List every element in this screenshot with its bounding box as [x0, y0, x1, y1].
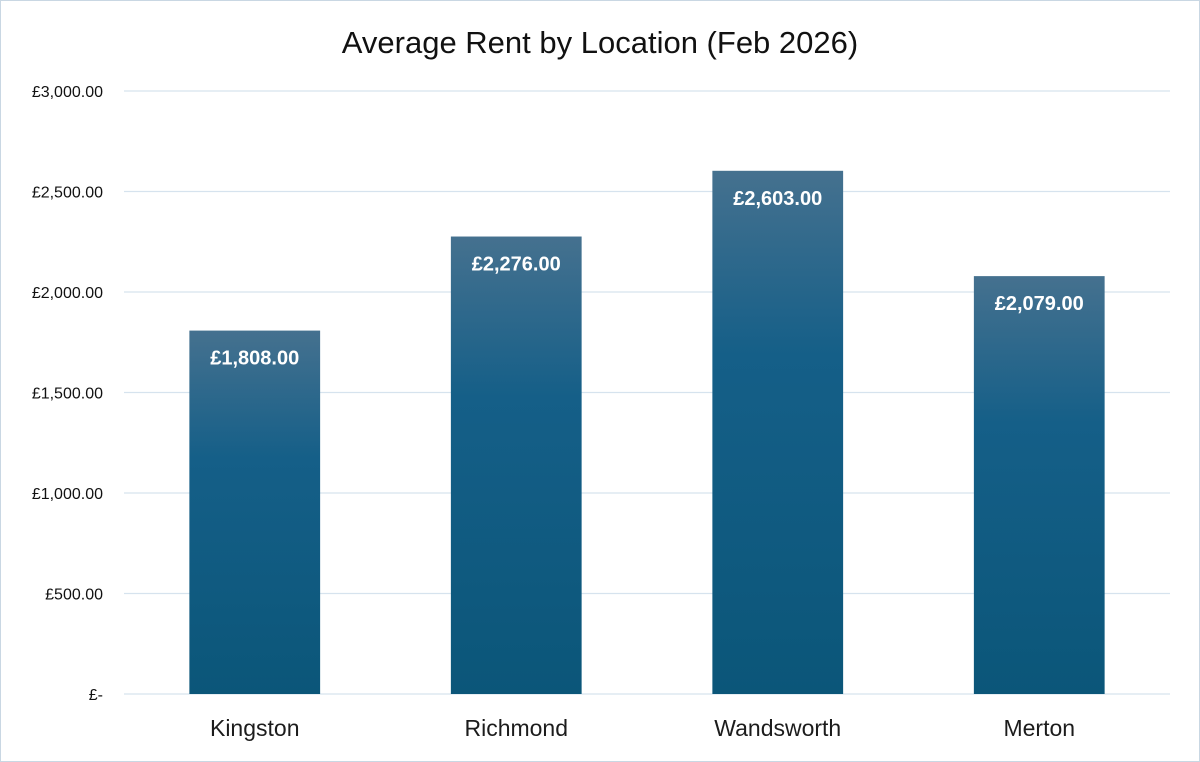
y-tick-label: £2,000.00 — [32, 285, 103, 302]
y-tick-label: £3,000.00 — [32, 84, 103, 101]
y-tick-label: £2,500.00 — [32, 185, 103, 202]
category-label-kingston: Kingston — [210, 715, 300, 741]
y-tick-label: £1,500.00 — [32, 386, 103, 403]
data-label-wandsworth: £2,603.00 — [733, 188, 822, 210]
y-tick-label: £500.00 — [45, 587, 103, 604]
category-label-richmond: Richmond — [464, 715, 568, 741]
y-tick-label: £- — [89, 687, 103, 704]
data-label-merton: £2,079.00 — [995, 293, 1084, 315]
y-axis-tick-labels: £- £500.00 £1,000.00 £1,500.00 £2,000.00 £2,5… — [32, 84, 103, 704]
category-label-wandsworth: Wandsworth — [714, 715, 841, 741]
chart-title: Average Rent by Location (Feb 2026) — [341, 25, 859, 60]
y-tick-label: £1,000.00 — [32, 486, 103, 503]
bar-wandsworth — [712, 170, 844, 694]
bar-merton — [973, 276, 1105, 694]
bars — [189, 170, 1105, 695]
x-axis-category-labels: Kingston Richmond Wandsworth Merton — [210, 715, 1075, 741]
bar-richmond — [450, 236, 582, 695]
data-label-richmond: £2,276.00 — [472, 254, 561, 276]
bar-kingston — [189, 330, 321, 694]
data-labels: £1,808.00 £2,276.00 £2,603.00 £2,079.00 — [210, 188, 1083, 370]
data-label-kingston: £1,808.00 — [210, 348, 299, 370]
category-label-merton: Merton — [1003, 715, 1075, 741]
